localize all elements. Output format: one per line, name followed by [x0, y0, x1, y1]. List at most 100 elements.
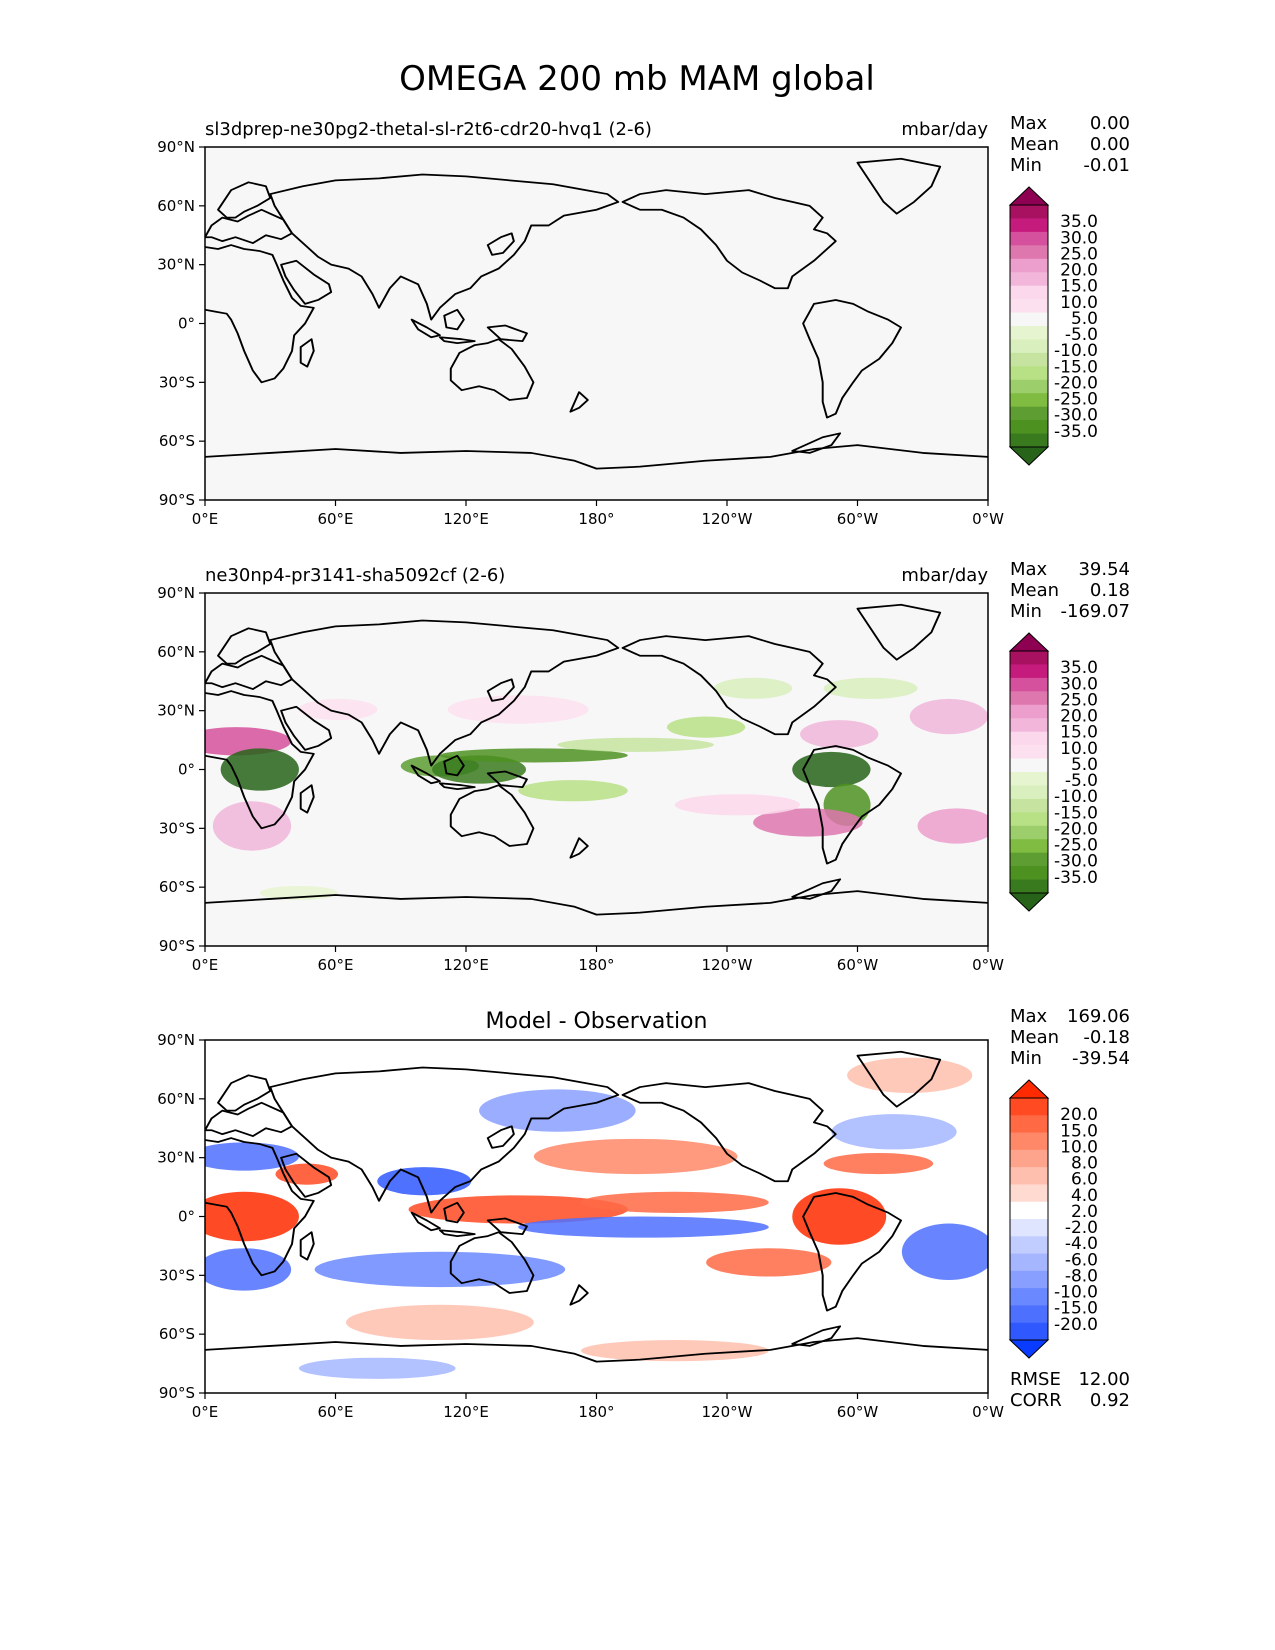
colorbar-segment: [1010, 1132, 1048, 1151]
colorbar-segment: [1010, 718, 1048, 733]
colorbar-label: -2.0: [1065, 1218, 1098, 1238]
colorbar-segment: [1010, 1219, 1048, 1237]
colorbar-label: 20.0: [1060, 261, 1098, 281]
stat-label-corr: CORR: [1010, 1390, 1062, 1411]
contour-blob: [666, 716, 746, 738]
panel-difference: 90°N 60°N 30°N 0° 30°S 60°S 90°S0°E 60°E 120°E 18…: [157, 1006, 1130, 1421]
lat-tick-label: 90°N: [157, 1031, 195, 1049]
colorbar-segment: [1010, 1236, 1048, 1255]
lat-tick-label: 90°S: [159, 1384, 195, 1402]
colorbar-segment: [1010, 839, 1048, 854]
stat-value-max: 0.00: [1090, 113, 1130, 134]
contour-blob: [901, 1223, 988, 1281]
lon-tick-label: 120°E: [443, 1403, 489, 1421]
colorbar-label: 15.0: [1060, 1121, 1098, 1141]
colorbar-frame: [1009, 650, 1049, 894]
lat-tick-label: 90°N: [157, 584, 195, 602]
contour-blob: [706, 1248, 832, 1277]
contour-blob: [205, 1248, 292, 1291]
contour-blob: [831, 1114, 957, 1150]
colorbar-label: 25.0: [1060, 244, 1098, 264]
stat-value-rmse: 12.00: [1078, 1369, 1130, 1390]
colorbar-extend-top: [1008, 632, 1050, 652]
lon-tick-label: 0°W: [972, 1403, 1004, 1421]
contour-blob: [298, 1357, 456, 1379]
contour-blob: [753, 808, 863, 837]
contour-blob: [533, 1138, 738, 1175]
colorbar-label: -25.0: [1054, 836, 1098, 856]
colorbar-segment: [1010, 691, 1048, 706]
stat-label-min: Min: [1010, 155, 1042, 176]
lon-tick-label: 0°E: [192, 956, 219, 974]
colorbar-frame: [1009, 1097, 1049, 1341]
contour-blob: [557, 737, 714, 752]
colorbar-label: -10.0: [1054, 787, 1098, 807]
lat-tick-label: 60°S: [159, 1325, 195, 1343]
contour-blob: [205, 1191, 299, 1242]
contour-blob: [792, 1188, 887, 1245]
colorbar: 35.030.025.020.015.010.05.0-5.0-10.0-15.…: [1008, 632, 1098, 912]
contour-blob: [580, 1340, 769, 1362]
colorbar-label: -4.0: [1065, 1234, 1098, 1254]
lat-tick-label: 60°S: [159, 878, 195, 896]
colorbar-label: -5.0: [1065, 325, 1098, 345]
colorbar-segment: [1010, 1149, 1048, 1168]
panel-center-title: Model - Observation: [486, 1009, 708, 1034]
colorbar-label: 10.0: [1060, 1137, 1098, 1157]
colorbar-extend-bottom: [1008, 1339, 1050, 1359]
lat-tick-label: 0°: [178, 315, 195, 333]
colorbar-segment: [1010, 1253, 1048, 1272]
colorbar-segment: [1010, 339, 1048, 354]
contour-blob: [439, 748, 628, 763]
contour-blob: [518, 780, 628, 802]
colorbar-segment: [1010, 1098, 1048, 1116]
stat-label-max: Max: [1010, 559, 1048, 580]
colorbar-label: 6.0: [1071, 1170, 1098, 1190]
lon-tick-label: 120°W: [702, 1403, 753, 1421]
colorbar-extend-top: [1008, 186, 1050, 206]
contour-blob: [800, 720, 879, 749]
colorbar-label: 30.0: [1060, 674, 1098, 694]
colorbar-label: 15.0: [1060, 277, 1098, 297]
colorbar-label: -15.0: [1054, 357, 1098, 377]
colorbar-label: -8.0: [1065, 1266, 1098, 1286]
stat-value-min: -169.07: [1061, 601, 1130, 622]
contour-field: [205, 1050, 988, 1379]
colorbar-label: 25.0: [1060, 690, 1098, 710]
lat-tick-label: 60°N: [157, 197, 195, 215]
lat-tick-label: 90°S: [159, 937, 195, 955]
lat-tick-label: 0°: [178, 1208, 195, 1226]
colorbar-segment: [1010, 433, 1048, 448]
colorbar-label: 8.0: [1071, 1154, 1098, 1174]
stat-value-max: 39.54: [1078, 559, 1130, 580]
colorbar-extend-top: [1008, 1079, 1050, 1099]
colorbar-label: 20.0: [1060, 1105, 1098, 1125]
colorbar-label: 10.0: [1060, 739, 1098, 759]
contour-blob: [674, 794, 801, 816]
contour-blob: [212, 801, 292, 851]
contour-blob: [713, 677, 793, 699]
colorbar-label: 15.0: [1060, 723, 1098, 743]
colorbar: 35.030.025.020.015.010.05.0-5.0-10.0-15.…: [1008, 186, 1098, 466]
stat-label-min: Min: [1010, 601, 1042, 622]
lon-tick-label: 120°E: [443, 510, 489, 528]
panel-units: mbar/day: [901, 565, 988, 586]
panel-left-title: ne30np4-pr3141-sha5092cf (2-6): [205, 565, 505, 586]
lon-tick-label: 120°E: [443, 956, 489, 974]
colorbar-label: -10.0: [1054, 1283, 1098, 1303]
colorbar-label: -20.0: [1054, 1315, 1098, 1335]
colorbar-label: -30.0: [1054, 852, 1098, 872]
lon-tick-label: 0°W: [972, 510, 1004, 528]
lat-tick-label: 30°S: [159, 1266, 195, 1284]
map-background: [205, 147, 988, 500]
colorbar-segment: [1010, 651, 1048, 665]
contour-blob: [847, 1057, 973, 1093]
contour-blob: [377, 1167, 472, 1196]
contour-blob: [432, 755, 527, 784]
colorbar-label: -15.0: [1054, 1299, 1098, 1319]
colorbar-label: -10.0: [1054, 341, 1098, 361]
colorbar-segment: [1010, 785, 1048, 800]
colorbar-segment: [1010, 205, 1048, 219]
contour-blob: [205, 1142, 299, 1171]
